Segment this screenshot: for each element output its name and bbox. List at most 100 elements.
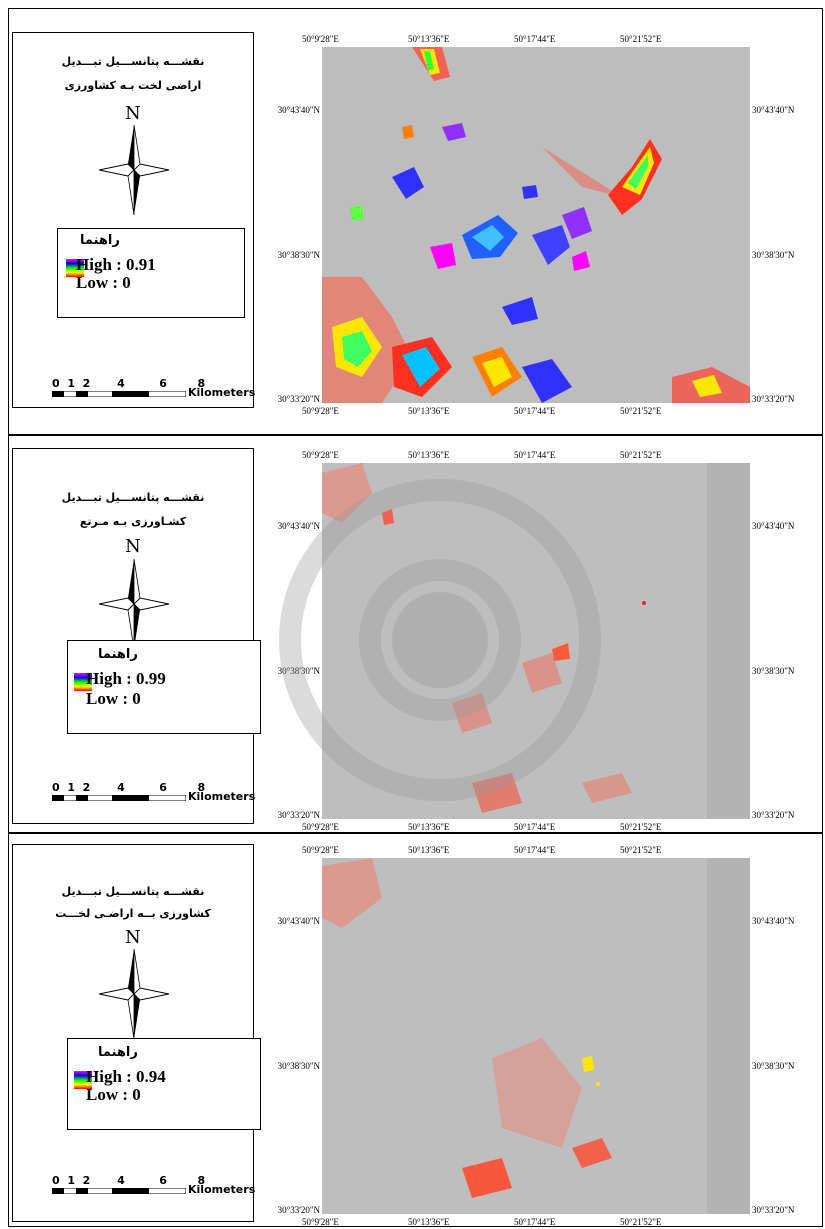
longitude-label: 50°13'36"E — [408, 34, 450, 44]
latitude-label: 30°43'40"N — [752, 916, 795, 926]
scale-unit: Kilometers — [188, 386, 256, 399]
longitude-label: 50°9'28"E — [302, 822, 339, 832]
longitude-label: 50°17'44"E — [514, 34, 556, 44]
map-title-line2: کشاورزی بــه اراضـی لخـــت — [55, 907, 211, 920]
map-frame-2 — [322, 463, 750, 819]
scale-tick: 1 — [67, 1174, 75, 1187]
panel-divider — [8, 434, 823, 436]
color-ramp-icon — [74, 1071, 92, 1089]
scale-tick: 8 — [197, 1174, 206, 1187]
legend-low: Low : 0 — [86, 1085, 141, 1104]
legend-box: راهنما High : 0.91 Low : 0 — [57, 228, 245, 318]
legend-high: High : 0.91 — [76, 255, 156, 274]
longitude-label: 50°17'44"E — [514, 845, 556, 855]
scale-tick: 4 — [117, 1174, 125, 1187]
legend-panel-3: نقشـــه پتانســـیل تبـــدیل کشاورزی بــه… — [12, 844, 261, 1222]
legend-low: Low : 0 — [76, 273, 131, 292]
legend-heading: راهنما — [98, 1045, 138, 1060]
latitude-label: 30°33'20"N — [752, 394, 795, 404]
longitude-label: 50°21'52"E — [620, 1217, 662, 1227]
latitude-label: 30°38'30"N — [277, 1061, 320, 1071]
longitude-label: 50°13'36"E — [408, 822, 450, 832]
scale-tick-labels: 0 1 2 4 6 8 — [52, 781, 205, 794]
longitude-label: 50°17'44"E — [514, 406, 556, 416]
map-title-line1: نقشـــه پتانســـیل تبـــدیل — [61, 55, 205, 68]
legend-high: High : 0.99 — [86, 669, 166, 688]
latitude-label: 30°33'20"N — [277, 1205, 320, 1215]
scale-tick: 4 — [117, 377, 125, 390]
longitude-label: 50°17'44"E — [514, 450, 556, 460]
scale-tick: 8 — [197, 377, 206, 390]
latitude-label: 30°38'30"N — [752, 1061, 795, 1071]
legend-box: راهنما High : 0.99 Low : 0 — [67, 640, 261, 734]
scale-tick: 6 — [159, 377, 167, 390]
longitude-label: 50°13'36"E — [408, 1217, 450, 1227]
scale-tick: 6 — [159, 1174, 167, 1187]
map-title-line1: نقشـــه پتانســـیل تبـــدیل — [61, 885, 205, 898]
longitude-label: 50°9'28"E — [302, 450, 339, 460]
longitude-label: 50°13'36"E — [408, 450, 450, 460]
longitude-label: 50°21'52"E — [620, 34, 662, 44]
map-title-line2: کشـاورزی بـه مـرتع — [79, 515, 187, 528]
scale-tick: 1 — [67, 781, 75, 794]
legend-panel-1: نقشـــه پتانســـیل تبـــدیل اراضی لخت بـ… — [12, 32, 254, 408]
longitude-label: 50°17'44"E — [514, 1217, 556, 1227]
north-arrow-icon — [99, 559, 169, 649]
longitude-label: 50°17'44"E — [514, 822, 556, 832]
legend-low: Low : 0 — [86, 689, 141, 708]
north-arrow-icon — [99, 125, 169, 215]
legend-box: راهنما High : 0.94 Low : 0 — [67, 1038, 261, 1130]
scale-tick: 0 — [52, 377, 60, 390]
longitude-label: 50°13'36"E — [408, 845, 450, 855]
latitude-label: 30°33'20"N — [277, 810, 320, 820]
latitude-label: 30°43'40"N — [277, 916, 320, 926]
scale-bar-icon — [52, 795, 186, 801]
potential-raster-2 — [322, 463, 750, 819]
potential-raster-1 — [322, 47, 750, 403]
scale-tick: 0 — [52, 1174, 60, 1187]
latitude-label: 30°33'20"N — [752, 810, 795, 820]
latitude-label: 30°38'30"N — [752, 666, 795, 676]
potential-raster-3 — [322, 858, 750, 1214]
scale-tick: 2 — [82, 1174, 91, 1187]
map-title-line2: اراضی لخت بـه کشاورزی — [64, 79, 202, 92]
longitude-label: 50°21'52"E — [620, 845, 662, 855]
longitude-label: 50°9'28"E — [302, 406, 339, 416]
legend-heading: راهنما — [98, 647, 138, 662]
longitude-label: 50°9'28"E — [302, 1217, 339, 1227]
latitude-label: 30°33'20"N — [752, 1205, 795, 1215]
scale-tick: 8 — [197, 781, 206, 794]
latitude-label: 30°43'40"N — [277, 105, 320, 115]
north-label: N — [125, 536, 141, 557]
scale-tick: 2 — [82, 377, 91, 390]
scale-unit: Kilometers — [188, 1183, 256, 1196]
longitude-label: 50°9'28"E — [302, 34, 339, 44]
longitude-label: 50°21'52"E — [620, 822, 662, 832]
scale-tick-labels: 0 1 2 4 6 8 — [52, 1174, 205, 1187]
longitude-label: 50°21'52"E — [620, 406, 662, 416]
latitude-label: 30°43'40"N — [752, 521, 795, 531]
latitude-label: 30°38'30"N — [752, 250, 795, 260]
latitude-label: 30°33'20"N — [277, 394, 320, 404]
latitude-label: 30°43'40"N — [277, 521, 320, 531]
color-ramp-icon — [66, 259, 84, 277]
legend-high: High : 0.94 — [86, 1067, 166, 1086]
panel-divider — [8, 832, 823, 834]
legend-heading: راهنما — [80, 233, 120, 248]
map-frame-3 — [322, 858, 750, 1214]
map-title-line1: نقشـــه پتانســـیل تبـــدیل — [61, 491, 205, 504]
scale-bar-icon — [52, 1188, 186, 1194]
latitude-label: 30°38'30"N — [277, 250, 320, 260]
scale-tick: 2 — [82, 781, 91, 794]
longitude-label: 50°21'52"E — [620, 450, 662, 460]
north-arrow-icon — [99, 949, 169, 1039]
legend-panel-2: نقشـــه پتانســـیل تبـــدیل کشـاورزی بـه… — [12, 448, 261, 824]
longitude-label: 50°9'28"E — [302, 845, 339, 855]
scale-tick: 1 — [67, 377, 75, 390]
map-frame-1 — [322, 47, 750, 403]
north-label: N — [125, 927, 141, 948]
scale-tick: 6 — [159, 781, 167, 794]
scale-bar-icon — [52, 391, 186, 397]
color-ramp-icon — [74, 673, 92, 691]
north-label: N — [125, 103, 141, 124]
